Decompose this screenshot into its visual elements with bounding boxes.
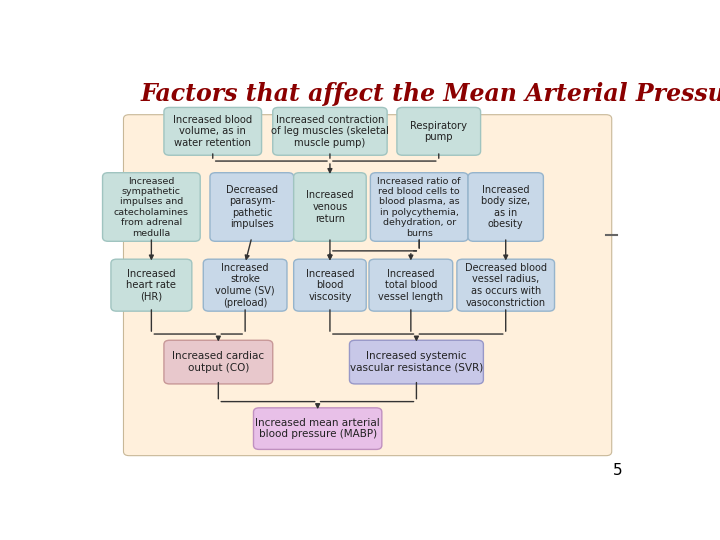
FancyBboxPatch shape (164, 107, 261, 155)
Text: Increased
total blood
vessel length: Increased total blood vessel length (378, 268, 444, 302)
Text: Increased cardiac
output (CO): Increased cardiac output (CO) (172, 352, 264, 373)
FancyBboxPatch shape (111, 259, 192, 311)
Text: Decreased
parasym-
pathetic
impulses: Decreased parasym- pathetic impulses (226, 185, 278, 230)
FancyBboxPatch shape (210, 173, 294, 241)
Text: Increased
venous
return: Increased venous return (306, 191, 354, 224)
Text: Increased contraction
of leg muscles (skeletal
muscle pump): Increased contraction of leg muscles (sk… (271, 114, 389, 148)
Text: 5: 5 (613, 463, 623, 478)
Text: Increased
body size,
as in
obesity: Increased body size, as in obesity (481, 185, 530, 230)
FancyBboxPatch shape (253, 408, 382, 449)
Text: Increased
stroke
volume (SV)
(preload): Increased stroke volume (SV) (preload) (215, 263, 275, 308)
Text: Decreased blood
vessel radius,
as occurs with
vasoconstriction: Decreased blood vessel radius, as occurs… (464, 263, 546, 308)
FancyBboxPatch shape (369, 259, 453, 311)
Text: Factors that affect the Mean Arterial Pressure: Factors that affect the Mean Arterial Pr… (140, 82, 720, 106)
Text: Increased
sympathetic
impulses and
catecholamines
from adrenal
medulla: Increased sympathetic impulses and catec… (114, 177, 189, 238)
FancyBboxPatch shape (273, 107, 387, 155)
FancyBboxPatch shape (370, 173, 468, 241)
Text: Increased systemic
vascular resistance (SVR): Increased systemic vascular resistance (… (350, 352, 483, 373)
FancyBboxPatch shape (468, 173, 544, 241)
Text: Increased
heart rate
(HR): Increased heart rate (HR) (127, 268, 176, 302)
Text: Increased blood
volume, as in
water retention: Increased blood volume, as in water rete… (173, 114, 253, 148)
FancyBboxPatch shape (84, 60, 654, 485)
Text: Increased ratio of
red blood cells to
blood plasma, as
in polycythemia,
dehydrat: Increased ratio of red blood cells to bl… (377, 177, 461, 238)
FancyBboxPatch shape (294, 259, 366, 311)
FancyBboxPatch shape (294, 173, 366, 241)
FancyBboxPatch shape (457, 259, 554, 311)
Text: Increased mean arterial
blood pressure (MABP): Increased mean arterial blood pressure (… (256, 418, 380, 440)
FancyBboxPatch shape (349, 340, 483, 384)
FancyBboxPatch shape (203, 259, 287, 311)
FancyBboxPatch shape (102, 173, 200, 241)
Text: Respiratory
pump: Respiratory pump (410, 120, 467, 142)
FancyBboxPatch shape (164, 340, 273, 384)
Text: Increased
blood
viscosity: Increased blood viscosity (305, 268, 354, 302)
FancyBboxPatch shape (124, 114, 612, 456)
FancyBboxPatch shape (397, 107, 481, 155)
